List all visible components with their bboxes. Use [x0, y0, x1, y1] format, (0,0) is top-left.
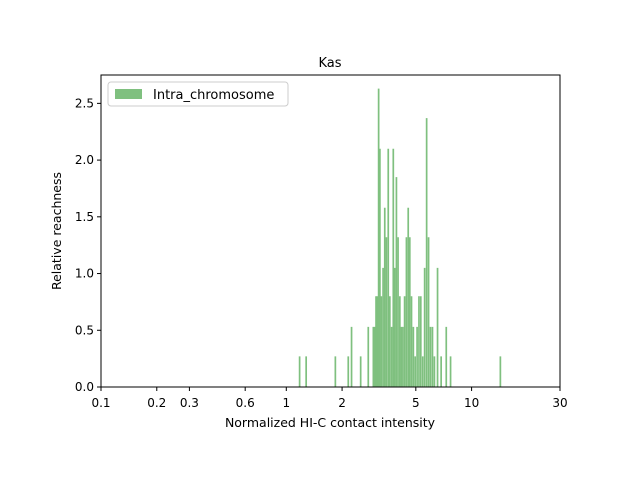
- histogram-bar: [380, 296, 383, 387]
- y-tick-label: 1.5: [75, 210, 94, 224]
- histogram-bar: [414, 356, 417, 387]
- histogram-bar: [350, 326, 353, 387]
- histogram-bar: [377, 88, 380, 388]
- histogram-bar: [383, 207, 386, 387]
- histogram-bar: [421, 356, 424, 387]
- histogram-bar: [305, 356, 308, 387]
- histogram-bar: [388, 296, 391, 387]
- legend-swatch: [115, 89, 142, 99]
- histogram-bar: [398, 296, 401, 387]
- x-axis-label: Normalized HI-C contact intensity: [225, 415, 436, 430]
- histogram-bar: [359, 356, 362, 387]
- histogram-bar: [403, 296, 406, 387]
- histogram-bar: [445, 326, 448, 387]
- histogram-bar: [440, 356, 442, 387]
- histogram-bar: [390, 326, 393, 387]
- histogram-bar: [400, 326, 403, 387]
- axes-frame: [100, 74, 561, 388]
- y-tick-label: 0.5: [75, 323, 94, 337]
- histogram-bar: [395, 177, 398, 387]
- plot-area: [298, 88, 502, 388]
- histogram-bar: [433, 356, 436, 387]
- histogram-bar: [392, 148, 395, 387]
- histogram-bar: [385, 237, 388, 387]
- x-tick-label: 2: [338, 396, 346, 410]
- legend-box: [107, 81, 289, 107]
- histogram-bar: [427, 237, 430, 387]
- histogram-bar: [449, 356, 452, 387]
- x-tick-label: 0.6: [236, 396, 255, 410]
- legend: Intra_chromosome: [107, 81, 289, 107]
- x-tick-label: 5: [412, 396, 420, 410]
- histogram-bar: [423, 267, 426, 387]
- histogram-bar: [418, 296, 420, 387]
- histogram-bar: [298, 356, 301, 387]
- histogram-bar: [499, 356, 502, 387]
- histogram-bar: [375, 296, 377, 387]
- histogram-bar: [425, 118, 428, 388]
- histogram-bar: [436, 267, 439, 387]
- histogram-bar: [429, 326, 432, 387]
- axes: 0.1 0.2 0.3 0.6 1 2 5 10 30 0.0 0.5 1.0 1.5 2.0 2.5: [75, 74, 568, 410]
- histogram-bar: [373, 326, 376, 387]
- histogram-bar: [382, 267, 384, 387]
- histogram-bar: [334, 356, 337, 387]
- histogram-bar: [387, 148, 390, 387]
- histogram-bar: [397, 237, 399, 387]
- x-tick-label: 10: [464, 396, 479, 410]
- chart-title: Kas: [318, 56, 341, 71]
- y-axis-label: Relative reachness: [49, 172, 64, 290]
- histogram-bar: [347, 356, 350, 387]
- histogram-bar: [376, 296, 379, 387]
- y-tick-label: 2.0: [75, 153, 94, 167]
- histogram-bar: [379, 148, 381, 387]
- histogram-bar: [393, 267, 396, 387]
- histogram-bar: [405, 237, 408, 387]
- y-tick-label: 1.0: [75, 267, 94, 281]
- histogram-bar: [372, 326, 375, 387]
- x-tick-label: 1: [282, 396, 290, 410]
- y-tick-label: 2.5: [75, 96, 94, 110]
- histogram-bar: [402, 326, 404, 387]
- y-tick-label: 0.0: [75, 380, 94, 394]
- histogram-bar: [416, 326, 418, 387]
- histogram-bar: [412, 326, 415, 387]
- x-tick-label: 0.1: [91, 396, 110, 410]
- x-tick-label: 0.3: [180, 396, 199, 410]
- histogram-bar: [408, 237, 411, 387]
- histogram-bar: [431, 326, 434, 387]
- histogram-bar: [407, 207, 410, 387]
- histogram-bar: [419, 296, 422, 387]
- x-tick-label: 0.2: [147, 396, 166, 410]
- histogram-bar: [367, 326, 370, 387]
- histogram-bar: [410, 296, 413, 387]
- legend-label-intra-chromosome: Intra_chromosome: [153, 88, 274, 103]
- x-tick-label: 30: [552, 396, 567, 410]
